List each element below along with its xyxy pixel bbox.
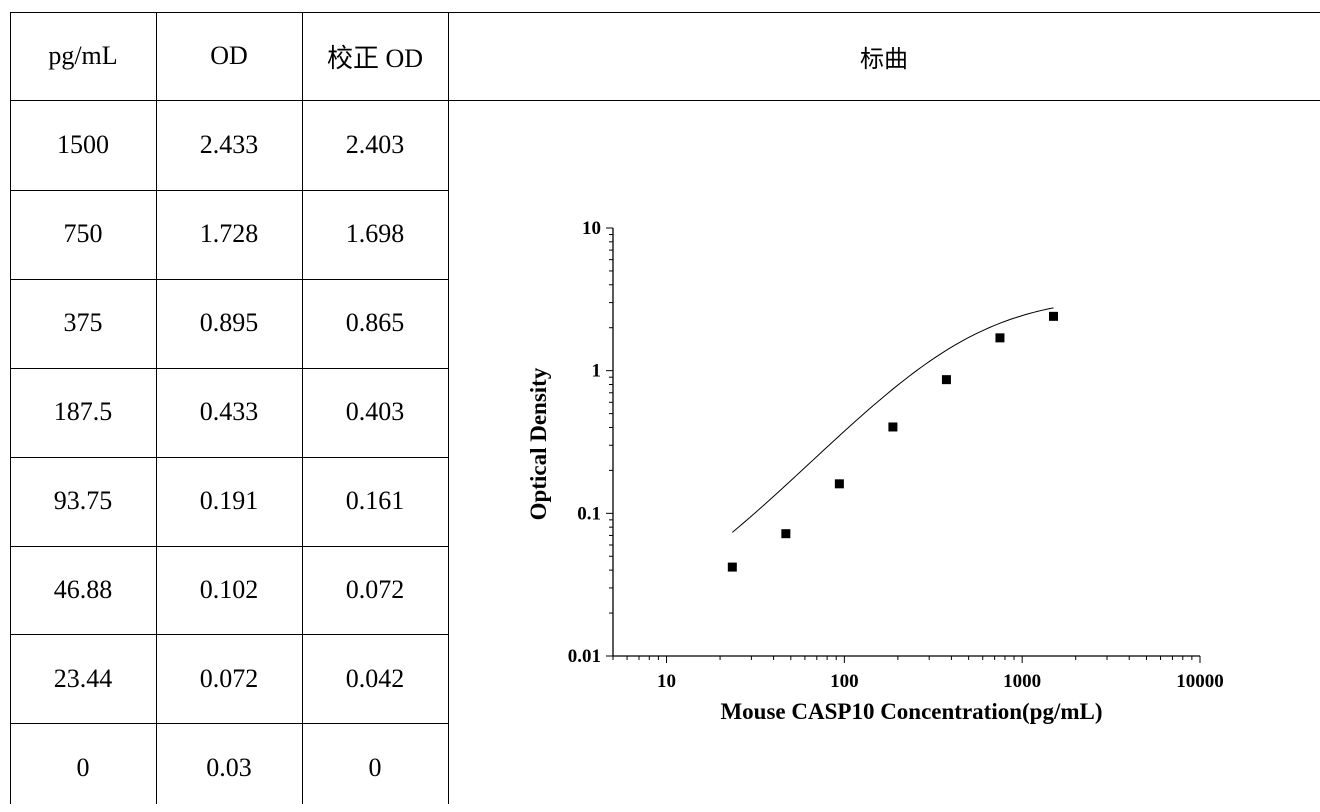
od-cell: 0.072 bbox=[199, 663, 259, 693]
x-tick-label: 10000 bbox=[1176, 671, 1224, 692]
header-concentration: pg/mL bbox=[48, 41, 118, 70]
data-point bbox=[727, 562, 737, 572]
data-point bbox=[781, 529, 791, 539]
table-row-divider bbox=[10, 634, 449, 635]
corrected-od-cell: 0.161 bbox=[345, 486, 405, 516]
header-standard-curve: 标曲 bbox=[860, 44, 908, 73]
od-cell: 0.433 bbox=[199, 397, 259, 427]
corrected-od-cell: 1.698 bbox=[345, 219, 405, 249]
table-row-divider bbox=[10, 190, 449, 191]
table-col-divider-1 bbox=[156, 12, 157, 804]
od-cell: 0.102 bbox=[199, 574, 259, 604]
standard-curve-chart: 10 100 1000 10000 0.01 0.1 1 10 Mouse CASP10 Con… bbox=[526, 218, 1224, 724]
data-point bbox=[888, 422, 898, 432]
x-axis-label: Mouse CASP10 Concentration(pg/mL) bbox=[720, 699, 1102, 724]
concentration-cell: 187.5 bbox=[53, 397, 113, 427]
table-row-divider bbox=[10, 546, 449, 547]
od-cell: 0.03 bbox=[206, 752, 252, 782]
y-tick-label: 0.1 bbox=[577, 503, 601, 524]
x-tick-label: 100 bbox=[830, 671, 859, 692]
table-border-top bbox=[10, 12, 1320, 13]
table-header-bottom bbox=[10, 100, 1320, 101]
od-cell: 0.191 bbox=[199, 486, 259, 516]
corrected-od-cell: 2.403 bbox=[345, 130, 405, 160]
header-od: OD bbox=[210, 41, 248, 70]
table-col-divider-3 bbox=[448, 12, 449, 804]
od-cell: 1.728 bbox=[199, 219, 259, 249]
corrected-od-cell: 0.403 bbox=[345, 397, 405, 427]
od-cell: 0.895 bbox=[199, 308, 259, 338]
table-col-divider-2 bbox=[302, 12, 303, 804]
table-border-left bbox=[10, 12, 11, 804]
corrected-od-cell: 0.042 bbox=[345, 663, 405, 693]
y-axis-label: Optical Density bbox=[526, 367, 551, 520]
corrected-od-cell: 0 bbox=[368, 752, 382, 782]
data-point bbox=[1048, 311, 1058, 321]
concentration-cell: 375 bbox=[63, 308, 103, 338]
table-row-divider bbox=[10, 368, 449, 369]
od-cell: 2.433 bbox=[199, 130, 259, 160]
concentration-cell: 0 bbox=[76, 752, 90, 782]
x-tick-label: 10 bbox=[657, 671, 676, 692]
fit-curve-line bbox=[731, 307, 1054, 533]
x-tick-label: 1000 bbox=[1003, 671, 1041, 692]
y-tick-label: 1 bbox=[592, 361, 602, 382]
table-row-divider bbox=[10, 457, 449, 458]
corrected-od-cell: 0.865 bbox=[345, 308, 405, 338]
table-row-divider bbox=[10, 723, 449, 724]
data-point bbox=[941, 375, 951, 385]
y-tick-label: 0.01 bbox=[568, 646, 601, 667]
table-row-divider bbox=[10, 279, 449, 280]
concentration-cell: 23.44 bbox=[53, 663, 113, 693]
concentration-cell: 93.75 bbox=[53, 486, 113, 516]
concentration-cell: 1500 bbox=[57, 130, 109, 160]
y-tick-label: 10 bbox=[582, 218, 601, 239]
concentration-cell: 750 bbox=[63, 219, 103, 249]
data-point bbox=[995, 333, 1005, 343]
corrected-od-cell: 0.072 bbox=[345, 574, 405, 604]
concentration-cell: 46.88 bbox=[53, 574, 113, 604]
data-point bbox=[834, 479, 844, 489]
header-corrected-od: 校正 OD bbox=[326, 43, 424, 73]
